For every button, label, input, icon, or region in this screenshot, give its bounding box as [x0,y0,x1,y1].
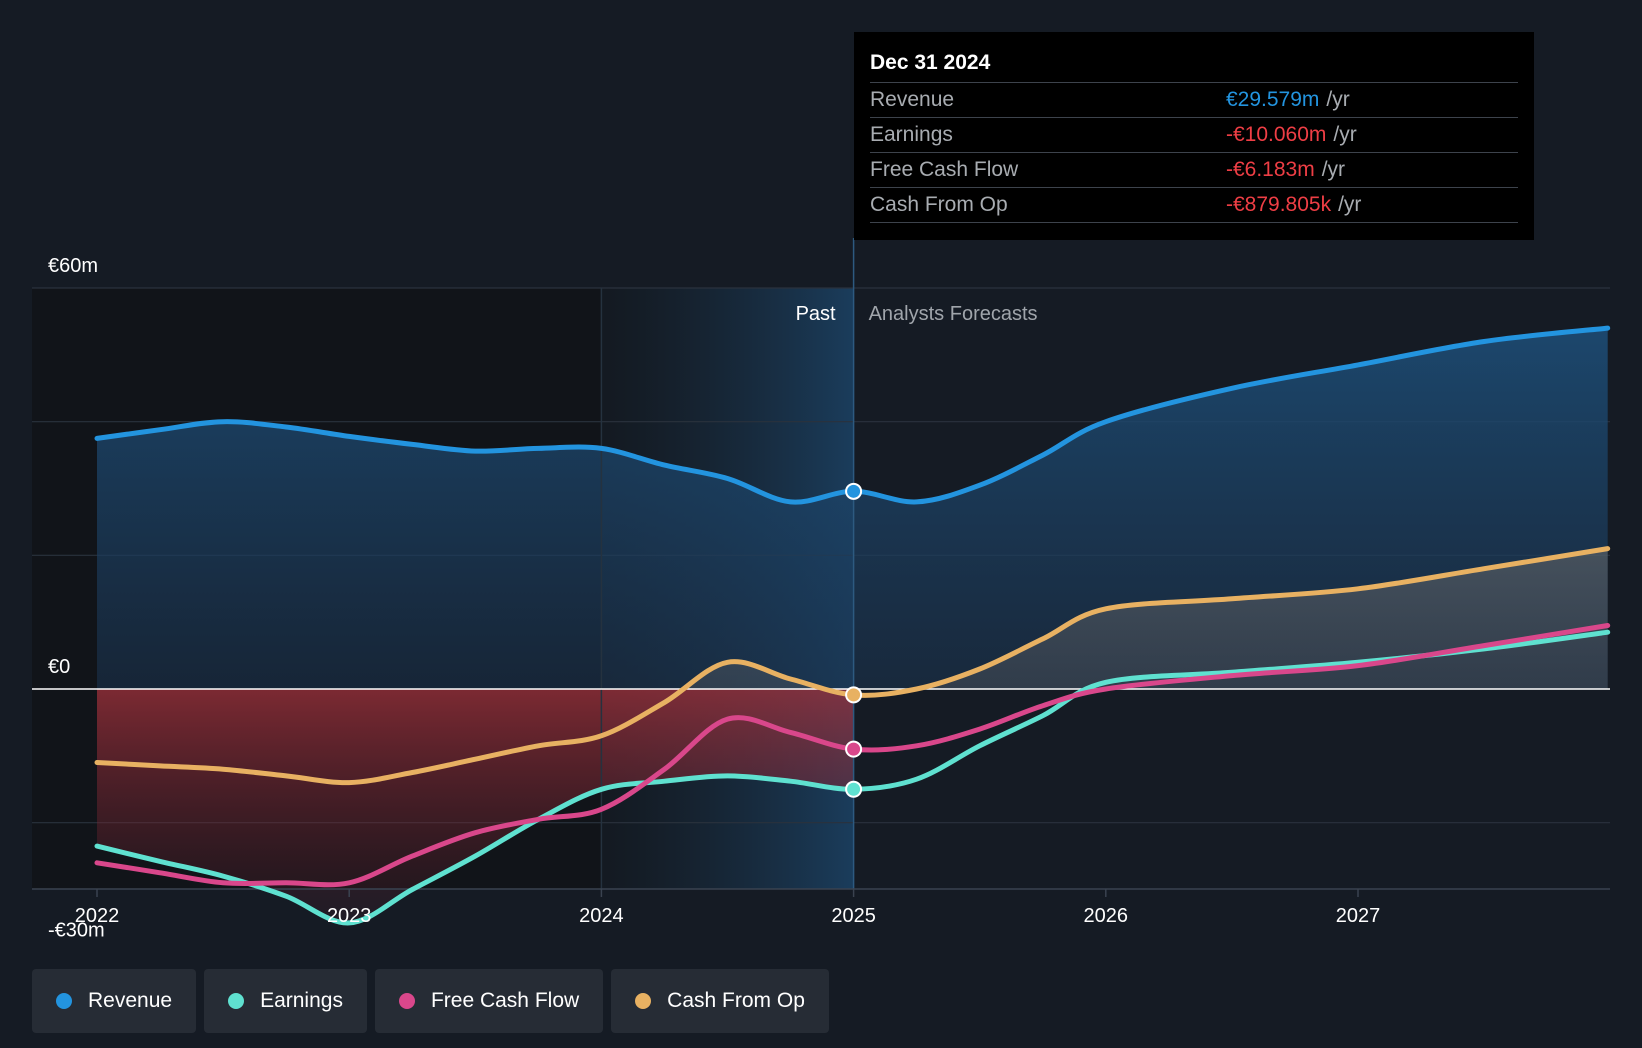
tooltip-label: Cash From Op [870,193,1008,216]
cash-from-op-area [97,548,1608,689]
x-tick-label: 2027 [1336,905,1381,927]
earnings-marker[interactable] [845,780,863,798]
earnings-line [94,629,1611,926]
revenue-marker[interactable] [845,482,863,500]
legend-dot-icon [635,993,652,1009]
legend-item-cash-from-op[interactable]: Cash From Op [611,969,829,1033]
y-tick-label-top: €60m [48,255,98,277]
x-tick-label: 2022 [75,905,120,927]
legend-item-revenue[interactable]: Revenue [32,969,197,1033]
y-tick-label-zero: €0 [48,656,70,678]
x-tick-label: 2025 [831,905,876,927]
legend-dot-icon [228,993,245,1009]
tooltip-unit: /yr [1338,193,1362,216]
tooltip-value: -€10.060m [1226,123,1327,146]
cash-from-op-marker[interactable] [845,686,863,704]
x-tick-label: 2024 [579,905,624,927]
tooltip-row-cash-from-op: Cash From Op -€879.805k /yr [870,188,1518,223]
tooltip-label: Free Cash Flow [870,158,1019,181]
tooltip: Dec 31 2024 Revenue €29.579m /yr Earning… [854,32,1534,240]
legend-dot-icon [56,993,72,1009]
legend-dot-icon [398,993,415,1009]
x-tick-label: 2026 [1084,905,1129,927]
legend-label: Earnings [260,989,343,1012]
tooltip-unit: /yr [1321,158,1346,181]
legend-label: Cash From Op [667,989,805,1012]
tooltip-label: Revenue [870,88,955,111]
x-tick-label: 2023 [327,905,372,927]
legend-label: Free Cash Flow [430,989,580,1012]
negative-area [97,689,854,923]
chart-svg: 2022 2023 2024 2025 2026 2027 €60m €0 -€30m P… [32,238,1611,942]
tooltip-row-revenue: Revenue €29.579m /yr [870,83,1518,118]
cash-from-op-line [94,546,1611,786]
tooltip-unit: /yr [1326,88,1350,111]
tooltip-row-free-cash-flow: Free Cash Flow -€6.183m /yr [870,153,1518,188]
tooltip-date: Dec 31 2024 [870,46,1518,83]
free-cash-flow-marker[interactable] [845,740,863,758]
tooltip-label: Earnings [870,123,953,146]
past-label: Past [796,303,836,325]
legend-item-free-cash-flow[interactable]: Free Cash Flow [374,969,604,1033]
legend: Revenue Earnings Free Cash Flow Cash Fro… [32,969,829,1033]
tooltip-value: -€6.183m [1226,158,1315,181]
revenue-line [94,325,1611,505]
tooltip-unit: /yr [1333,123,1357,146]
legend-label: Revenue [88,989,173,1012]
forecast-label: Analysts Forecasts [869,303,1038,325]
tooltip-value: -€879.805k [1226,193,1332,216]
tooltip-row-earnings: Earnings -€10.060m /yr [870,118,1518,153]
free-cash-flow-line [94,623,1611,888]
tooltip-value: €29.579m [1226,88,1320,111]
legend-item-earnings[interactable]: Earnings [204,969,367,1033]
y-tick-label-bottom: -€30m [48,920,105,942]
